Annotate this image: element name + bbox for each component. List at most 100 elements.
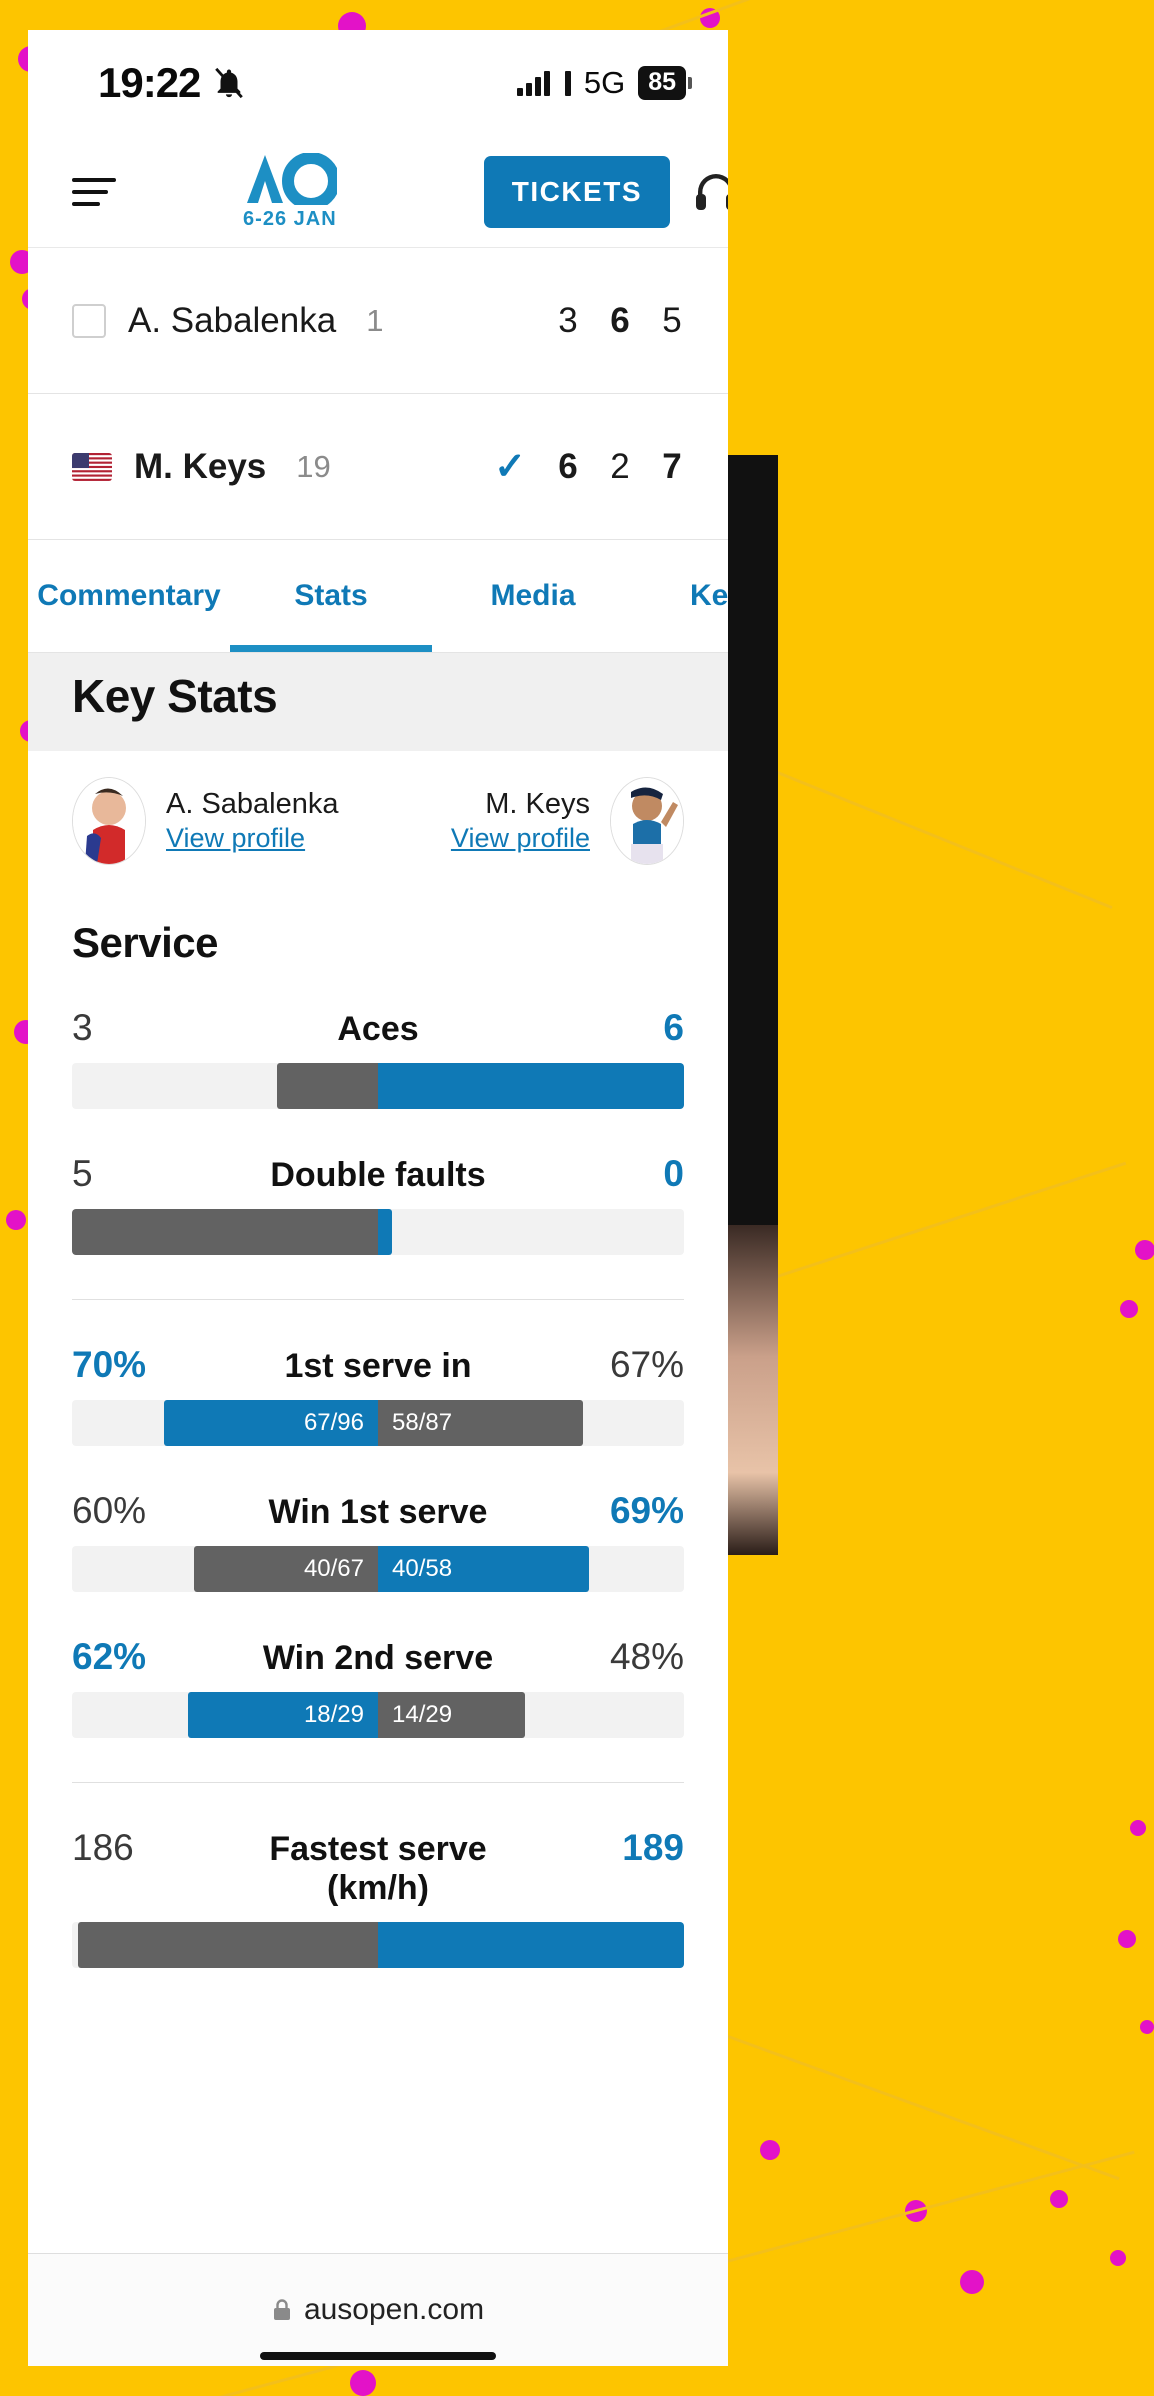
stat-label: Win 2nd serve (262, 1639, 494, 1677)
stat-bar-track: 67/96 58/87 (72, 1400, 684, 1446)
tickets-button[interactable]: TICKETS (483, 155, 670, 228)
bell-muted-icon (215, 67, 244, 99)
section-divider (72, 1299, 684, 1300)
match-tabs: Commentary Stats Media Key In (28, 540, 728, 653)
stat-value-right: 6 (663, 1007, 684, 1048)
stat-row-header: 186 Fastest serve (km/h) 189 (72, 1827, 684, 1908)
stat-value-left: 70% (72, 1344, 147, 1385)
home-indicator (260, 2352, 496, 2360)
status-bar-left: 19:22 (98, 59, 246, 107)
stat-bar-detail-right: 58/87 (392, 1409, 453, 1436)
stat-bar-fill-left (78, 1922, 378, 1968)
ao-logo-icon (246, 152, 337, 205)
stat-bar-fill-left: 67/96 (163, 1400, 378, 1446)
stat-rows: 3 Aces 6 5 Double faults 0 70% 1st serve in 67% 6… (72, 1007, 684, 1968)
app-header: 6-26 JAN TICKETS (28, 136, 728, 248)
stat-bar-detail-left: 40/67 (303, 1555, 364, 1582)
stat-row: 62% Win 2nd serve 48% 18/29 14/29 (72, 1636, 684, 1738)
stat-bar-fill-right: 14/29 (378, 1692, 525, 1738)
stat-bar-right-half: 58/87 (378, 1400, 684, 1446)
stat-bar-fill-right: 40/58 (378, 1546, 590, 1592)
offscreen-dark-panel (728, 455, 778, 1225)
tab-key-insights[interactable]: Key In (689, 579, 728, 612)
headphones-icon[interactable] (692, 168, 728, 216)
ao-logo[interactable]: 6-26 JAN (243, 152, 337, 231)
player-meta: A. Sabalenka View profile (166, 788, 339, 854)
page-title: Key Stats (72, 670, 278, 722)
stat-bar-track (72, 1209, 684, 1255)
stat-value-right: 48% (609, 1636, 684, 1677)
usa-flag-icon (72, 452, 112, 481)
stat-value-left: 62% (72, 1636, 147, 1677)
stat-row-header: 60% Win 1st serve 69% (72, 1490, 684, 1532)
stat-bar-fill-left: 18/29 (188, 1692, 378, 1738)
section-divider (72, 1782, 684, 1783)
stat-row-header: 3 Aces 6 (72, 1007, 684, 1049)
tab-media[interactable]: Media (490, 579, 576, 612)
set-score: 2 (610, 446, 630, 486)
stat-bar-detail-left: 18/29 (303, 1701, 364, 1728)
stat-bar-detail-left: 67/96 (303, 1409, 364, 1436)
service-section: Service 3 Aces 6 5 Double faults 0 70% 1st serv… (28, 919, 728, 1968)
view-profile-link[interactable]: View profile (450, 823, 590, 853)
set-score: 5 (662, 300, 682, 340)
set-score: 6 (610, 300, 630, 340)
player-identity: A. Sabalenka 1 (72, 301, 478, 341)
stat-row: 60% Win 1st serve 69% 40/67 40/58 (72, 1490, 684, 1592)
scoreboard-row-player1[interactable]: A. Sabalenka 1 3 6 5 (28, 248, 728, 394)
stat-value-right: 0 (663, 1153, 684, 1194)
stat-value-right: 67% (609, 1344, 684, 1385)
stat-bar-track (72, 1063, 684, 1109)
scoreboard-row-player2[interactable]: M. Keys 19 ✓ 6 2 7 (28, 394, 728, 540)
stat-bar-right-half (378, 1209, 684, 1255)
stat-bar-track (72, 1922, 684, 1968)
hamburger-menu-icon[interactable] (72, 177, 116, 206)
player-scores: 3 6 5 (478, 301, 698, 341)
stat-row: 70% 1st serve in 67% 67/96 58/87 (72, 1344, 684, 1446)
player-name: M. Keys (485, 788, 590, 820)
player-card-right: M. Keys View profile (451, 777, 684, 865)
player-card-left: A. Sabalenka View profile (72, 777, 339, 865)
set-score: 3 (558, 300, 578, 340)
stat-bar-detail-right: 14/29 (392, 1701, 453, 1728)
stat-label: 1st serve in (284, 1347, 472, 1385)
player-meta: M. Keys View profile (451, 788, 590, 854)
stat-bar-right-half (378, 1063, 684, 1109)
stat-row: 5 Double faults 0 (72, 1153, 684, 1255)
stat-bar-right-half: 14/29 (378, 1692, 684, 1738)
stat-value-right: 189 (622, 1827, 684, 1868)
url-text: ausopen.com (303, 2293, 485, 2326)
ao-logo-dates: 6-26 JAN (243, 207, 337, 230)
stat-value-left: 186 (72, 1827, 134, 1868)
stat-bar-right-half: 40/58 (378, 1546, 684, 1592)
signal-bars-icon (516, 70, 550, 96)
stat-row-header: 5 Double faults 0 (72, 1153, 684, 1195)
status-bar: 19:22 5G 85 (28, 30, 728, 136)
battery-icon: 85 (638, 66, 692, 100)
battery-level-label: 85 (638, 66, 686, 100)
player-scores: ✓ 6 2 7 (478, 444, 698, 489)
player-name: A. Sabalenka (166, 788, 339, 820)
browser-url-bar[interactable]: ausopen.com (28, 2253, 728, 2366)
stat-value-left: 3 (72, 1007, 93, 1048)
player-identity: M. Keys 19 (72, 447, 478, 487)
stat-bar-left-half: 40/67 (72, 1546, 378, 1592)
stat-bar-track: 18/29 14/29 (72, 1692, 684, 1738)
key-stats-band: Key Stats (28, 653, 728, 751)
tab-stats[interactable]: Stats (230, 540, 432, 652)
tab-commentary[interactable]: Commentary (37, 579, 221, 612)
players-strip: A. Sabalenka View profile M. Keys View p… (28, 751, 728, 875)
status-time: 19:22 (98, 59, 201, 106)
stat-bar-fill-right (378, 1922, 684, 1968)
section-title: Service (72, 919, 218, 966)
stat-label: Aces (337, 1010, 419, 1048)
set-score: 7 (662, 446, 682, 486)
lock-icon (273, 2299, 290, 2320)
winner-check-icon: ✓ (494, 446, 526, 488)
stat-bar-fill-right (378, 1063, 684, 1109)
player-name: M. Keys (134, 446, 267, 486)
phone-screen: 19:22 5G 85 6-26 JAN (28, 30, 728, 2366)
view-profile-link[interactable]: View profile (166, 823, 306, 853)
player-seed: 19 (296, 448, 331, 484)
stat-bar-detail-right: 40/58 (392, 1555, 453, 1582)
